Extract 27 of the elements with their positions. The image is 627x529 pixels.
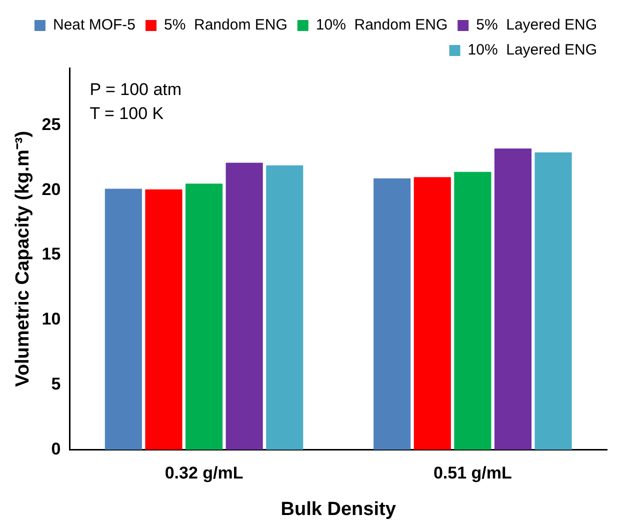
bar [454,172,492,450]
bar [185,184,223,450]
bar [534,152,572,450]
y-tick-label: 0 [51,439,61,458]
y-tick-label: 20 [42,180,61,199]
annotation: T = 100 K [90,104,164,124]
y-tick-label: 5 [51,374,61,394]
bar [145,189,182,450]
legend-label: 10% Layered ENG [468,42,598,59]
bar [266,165,304,450]
bar [104,188,142,450]
legend-label: Neat MOF-5 [52,16,136,34]
bar [374,178,411,450]
y-tick-label: 25 [42,114,61,134]
y-tick-label: 15 [42,244,61,264]
x-axis-title: Bulk Density [280,498,396,520]
legend-label: 5% Layered ENG [476,16,598,34]
bar [414,177,451,450]
legend-label: 5% Random ENG [164,16,288,34]
bar [494,148,532,450]
legend-label: 10% Random ENG [316,16,448,34]
x-tick-label: 0.51 g/mL [433,464,512,483]
annotation: P = 100 atm [90,80,182,100]
x-tick-label: 0.32 g/mL [164,464,244,483]
y-axis-title: Volumetric Capacity (kg.m⁻³) [12,130,34,387]
bar [226,162,263,450]
y-tick-label: 10 [42,310,61,329]
